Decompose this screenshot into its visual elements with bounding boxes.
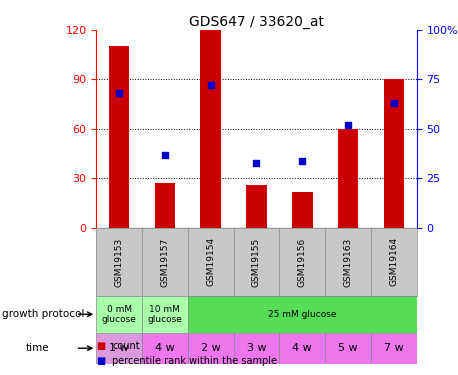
Text: count: count	[112, 340, 140, 351]
Text: 4 w: 4 w	[292, 343, 312, 353]
Text: 5 w: 5 w	[338, 343, 358, 353]
Point	[207, 82, 214, 88]
Bar	[142, 333, 188, 364]
Bar	[188, 296, 417, 333]
Bar	[338, 129, 358, 228]
Bar	[325, 333, 371, 364]
Text: growth protocol: growth protocol	[2, 309, 85, 319]
Bar	[109, 46, 129, 228]
Text: GSM19154: GSM19154	[206, 237, 215, 286]
Bar	[96, 333, 142, 364]
Text: 3 w: 3 w	[247, 343, 266, 353]
Bar	[234, 333, 279, 364]
Bar	[142, 296, 188, 333]
Bar	[246, 185, 267, 228]
Text: GSM19153: GSM19153	[114, 237, 124, 286]
Text: GSM19157: GSM19157	[160, 237, 169, 286]
Text: 10 mM
glucose: 10 mM glucose	[147, 304, 182, 324]
Text: 4 w: 4 w	[155, 343, 175, 353]
Bar	[154, 183, 175, 228]
Text: 2 w: 2 w	[201, 343, 221, 353]
Bar	[383, 80, 404, 228]
Bar	[200, 30, 221, 228]
Point	[390, 100, 398, 106]
Text: percentile rank within the sample: percentile rank within the sample	[112, 356, 277, 366]
Text: ■: ■	[96, 356, 105, 366]
Text: 25 mM glucose: 25 mM glucose	[268, 310, 337, 319]
Text: 0 mM
glucose: 0 mM glucose	[102, 304, 136, 324]
Text: 1 w: 1 w	[109, 343, 129, 353]
Text: ■: ■	[96, 340, 105, 351]
Text: GSM19156: GSM19156	[298, 237, 307, 286]
Title: GDS647 / 33620_at: GDS647 / 33620_at	[189, 15, 324, 29]
Point	[299, 158, 306, 164]
Text: GSM19155: GSM19155	[252, 237, 261, 286]
Bar	[96, 296, 142, 333]
Point	[344, 122, 352, 128]
Bar	[279, 333, 325, 364]
Text: 7 w: 7 w	[384, 343, 404, 353]
Bar	[188, 333, 234, 364]
Point	[115, 90, 123, 96]
Point	[253, 160, 260, 166]
Bar	[371, 333, 417, 364]
Text: GSM19163: GSM19163	[344, 237, 353, 286]
Point	[161, 152, 169, 158]
Text: time: time	[25, 343, 49, 353]
Text: GSM19164: GSM19164	[389, 237, 398, 286]
Bar	[292, 192, 312, 228]
